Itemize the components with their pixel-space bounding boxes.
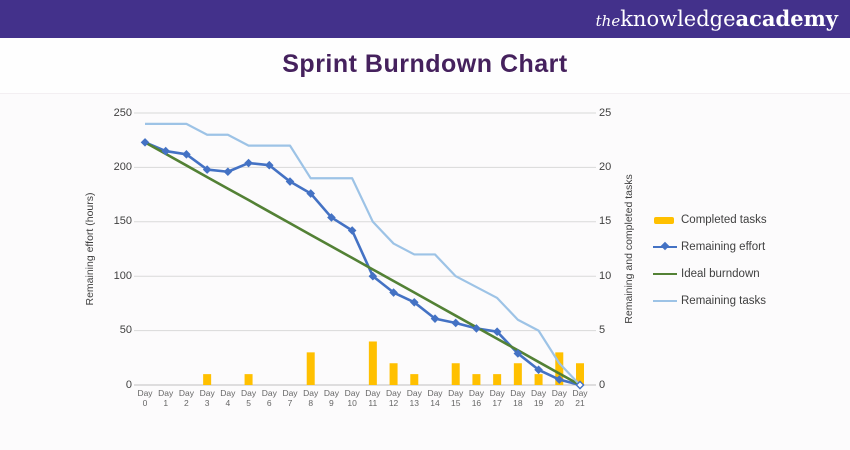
x-tick-label-0: Day 0 xyxy=(137,388,153,408)
remaining-tasks-line xyxy=(145,122,581,386)
x-tick-label-19: Day 19 xyxy=(531,388,547,408)
right-tick-label: 20 xyxy=(599,160,612,173)
legend-label: Completed tasks xyxy=(681,213,767,226)
logo-academy: academy xyxy=(735,6,838,31)
remaining-effort-marker-diamond-icon xyxy=(264,160,274,170)
right-tick-label: 5 xyxy=(599,324,606,337)
remaining-effort-marker-diamond-icon xyxy=(202,165,212,174)
completed-tasks-bar xyxy=(534,374,543,385)
left-tick-label: 0 xyxy=(125,378,132,391)
remaining-effort-marker-diamond-icon xyxy=(472,324,481,333)
legend-item-remaining-tasks: Remaining tasks xyxy=(653,287,767,314)
logo-the: the xyxy=(595,12,621,30)
completed-tasks-bar xyxy=(389,363,398,385)
completed-tasks-bar xyxy=(555,352,564,385)
completed-tasks-bar xyxy=(244,374,253,385)
x-tick-label-4: Day 4 xyxy=(220,388,236,408)
x-tick-label-20: Day 20 xyxy=(551,388,567,408)
remaining-effort-marker-diamond-icon xyxy=(554,375,564,384)
remaining-tasks-swatch-icon xyxy=(653,296,677,306)
x-tick-label-5: Day 5 xyxy=(241,388,257,408)
completed-tasks-swatch-icon xyxy=(653,215,677,225)
x-tick-label-18: Day 18 xyxy=(510,388,526,408)
remaining-effort-swatch-icon xyxy=(653,241,677,252)
x-tick-label-16: Day 16 xyxy=(468,388,484,408)
burndown-chart-svg xyxy=(134,112,596,390)
left-tick-label: 200 xyxy=(113,160,132,173)
remaining-effort-marker-diamond-icon xyxy=(389,288,398,297)
left-axis-title: Remaining effort (hours) xyxy=(84,192,96,306)
ideal-burndown-line xyxy=(144,141,581,387)
x-tick-label-10: Day 10 xyxy=(344,388,360,408)
remaining-effort-marker-diamond-icon xyxy=(492,327,502,336)
legend-label: Remaining tasks xyxy=(681,294,767,307)
x-tick-label-15: Day 15 xyxy=(448,388,464,408)
remaining-effort-marker-diamond-icon xyxy=(306,189,316,198)
remaining-effort-marker-diamond-icon xyxy=(430,314,440,323)
x-tick-label-14: Day 14 xyxy=(427,388,443,408)
completed-tasks-bar xyxy=(472,374,481,385)
x-tick-label-3: Day 3 xyxy=(199,388,215,408)
completed-tasks-bar xyxy=(576,363,584,385)
legend-item-ideal-burndown: Ideal burndown xyxy=(653,260,767,287)
remaining-effort-marker-diamond-icon xyxy=(244,158,253,168)
chart-title: Sprint Burndown Chart xyxy=(282,50,568,78)
header-bar: theknowledgeacademy xyxy=(0,0,850,38)
completed-tasks-bar xyxy=(493,374,502,385)
left-tick-label: 150 xyxy=(113,215,132,228)
x-tick-label-11: Day 11 xyxy=(365,388,381,408)
completed-tasks-bar xyxy=(410,374,419,385)
x-tick-label-21: Day 21 xyxy=(572,388,588,408)
remaining-effort-marker-diamond-icon xyxy=(327,213,336,222)
remaining-effort-marker-diamond-icon xyxy=(534,365,543,375)
x-tick-label-8: Day 8 xyxy=(303,388,319,408)
ideal-burndown-swatch-icon xyxy=(653,269,677,279)
remaining-effort-marker-diamond-icon xyxy=(368,271,378,281)
x-tick-label-1: Day 1 xyxy=(158,388,174,408)
left-tick-label: 50 xyxy=(119,324,132,337)
completed-tasks-bar xyxy=(368,341,377,385)
left-tick-label: 250 xyxy=(113,106,132,119)
x-tick-label-2: Day 2 xyxy=(178,388,194,408)
remaining-effort-marker-diamond-icon xyxy=(285,177,295,186)
x-tick-label-7: Day 7 xyxy=(282,388,298,408)
x-tick-label-9: Day 9 xyxy=(323,388,339,408)
right-axis-title: Remaining and completed tasks xyxy=(623,174,635,324)
x-tick-label-13: Day 13 xyxy=(406,388,422,408)
right-tick-label: 0 xyxy=(599,378,606,391)
legend-label: Remaining effort xyxy=(681,240,766,253)
legend: Completed tasks Remaining effort Ideal b… xyxy=(653,206,767,314)
right-tick-label: 10 xyxy=(599,269,612,282)
x-tick-label-17: Day 17 xyxy=(489,388,505,408)
completed-tasks-bar xyxy=(451,363,460,385)
left-tick-label: 100 xyxy=(113,269,132,282)
plot-area xyxy=(134,112,596,390)
remaining-effort-marker-diamond-icon xyxy=(223,167,233,177)
legend-label: Ideal burndown xyxy=(681,267,760,280)
title-band xyxy=(0,38,850,94)
x-tick-label-12: Day 12 xyxy=(386,388,402,408)
logo-knowledge: knowledge xyxy=(620,7,736,31)
remaining-effort-marker-diamond-icon xyxy=(182,150,191,159)
remaining-effort-marker-diamond-icon xyxy=(140,138,150,147)
completed-tasks-bar xyxy=(203,374,212,385)
completed-tasks-bar xyxy=(306,352,315,385)
remaining-effort-marker-diamond-icon xyxy=(347,226,357,235)
remaining-effort-marker-diamond-icon xyxy=(513,349,523,358)
remaining-effort-marker-diamond-icon xyxy=(161,146,171,156)
completed-tasks-bar xyxy=(513,363,522,385)
legend-item-completed-tasks: Completed tasks xyxy=(653,206,767,233)
right-tick-label: 25 xyxy=(599,106,612,119)
remaining-effort-marker-diamond-icon xyxy=(409,298,419,307)
remaining-effort-line xyxy=(144,141,581,387)
brand-logo: theknowledgeacademy xyxy=(596,4,838,36)
x-tick-label-6: Day 6 xyxy=(261,388,277,408)
remaining-effort-marker-diamond-icon xyxy=(451,318,461,328)
right-tick-label: 15 xyxy=(599,215,612,228)
legend-item-remaining-effort: Remaining effort xyxy=(653,233,767,260)
remaining-effort-marker-diamond-icon xyxy=(575,380,585,390)
